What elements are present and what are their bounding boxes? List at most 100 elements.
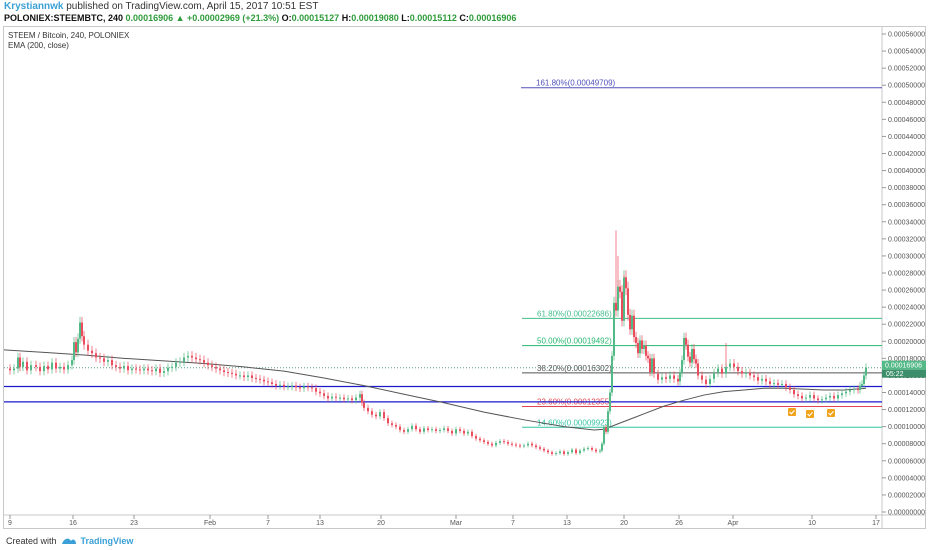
fib-level-label: 50.00%(0.00019492) [537, 337, 612, 346]
candle-body [761, 378, 763, 381]
candle-body [713, 372, 715, 379]
candle-body [67, 365, 69, 370]
countdown-tag-text: 05:22 [886, 371, 904, 378]
candle-body [17, 357, 19, 369]
candle-body [235, 373, 237, 376]
candle-body [689, 356, 691, 363]
y-tick-label: 0.00002000 [888, 492, 925, 499]
open-value: 0.00015127 [291, 13, 340, 23]
candle-body [219, 368, 221, 371]
candle-body [207, 362, 209, 366]
candle-body [773, 383, 775, 385]
candle-body [535, 445, 537, 448]
countdown-tag [882, 369, 926, 378]
candle-body [143, 368, 145, 371]
candle-body [183, 357, 185, 362]
candle-body [279, 384, 281, 386]
candle-body [825, 397, 827, 400]
ema-line [3, 349, 867, 431]
candle-body [315, 388, 317, 392]
candle-body [115, 365, 117, 367]
candle-body [443, 428, 445, 431]
y-tick-label: 0.00038000 [888, 185, 925, 192]
candle-body [323, 393, 325, 396]
candle-body [801, 395, 803, 399]
candle-body [631, 315, 633, 330]
candle-body [99, 357, 101, 359]
y-tick-label: 0.00032000 [888, 236, 925, 243]
candle-body [857, 389, 859, 391]
candle-body [139, 369, 141, 371]
candle-body [645, 345, 647, 356]
candle-body [191, 355, 193, 358]
candle-body [459, 429, 461, 431]
candle-body [423, 428, 425, 432]
candle-body [841, 393, 843, 396]
y-tick-label: 0.00028000 [888, 271, 925, 278]
candle-body [267, 381, 269, 383]
candle-body [359, 394, 361, 398]
ohlc-header: POLONIEX:STEEMBTC, 240 0.00016906 ▲ +0.0… [4, 13, 516, 23]
current-price-tag-text: 0.00016906 [885, 363, 922, 370]
candle-body [223, 370, 225, 373]
candle-body [647, 355, 649, 359]
candle-body [375, 414, 377, 417]
candle-body [749, 372, 751, 376]
published-text: published on TradingView.com, April 15, … [66, 1, 319, 12]
candle-body [563, 451, 565, 454]
candle-body [817, 398, 819, 401]
series-legend[interactable]: STEEM / Bitcoin, 240, POLONIEX [8, 31, 130, 40]
candle-body [693, 348, 695, 360]
candle-body [155, 368, 157, 372]
candle-body [685, 337, 687, 345]
candle-body [63, 366, 65, 370]
candle-body [725, 366, 727, 374]
current-price-tag [882, 360, 926, 370]
candle-body [391, 423, 393, 425]
x-tick-label: 7 [266, 520, 270, 527]
low-label: L: [401, 13, 410, 23]
candle-body [9, 368, 11, 371]
last-price: 0.00016906 [125, 13, 174, 23]
x-tick-label: 26 [675, 520, 683, 527]
candle-body [729, 363, 731, 367]
y-tick-label: 0.00048000 [888, 100, 925, 107]
candle-body [463, 430, 465, 434]
candle-body [22, 361, 24, 367]
candle-body [159, 368, 161, 373]
candle-body [601, 443, 603, 451]
candle-body [665, 377, 667, 379]
candle-body [295, 385, 297, 388]
candle-body [809, 395, 811, 398]
candle-body [127, 366, 129, 371]
candle-body [737, 366, 739, 372]
candle-body [339, 397, 341, 399]
marker-check-icon[interactable] [827, 409, 835, 417]
candle-body [171, 366, 173, 368]
close-value: 0.00016906 [468, 13, 517, 23]
candle-body [793, 389, 795, 395]
candle-body [627, 288, 629, 315]
marker-check-icon[interactable] [788, 408, 796, 416]
marker-check-icon[interactable] [806, 410, 814, 418]
candle-body [163, 371, 165, 373]
candle-body [199, 359, 201, 361]
candle-body [47, 366, 49, 370]
tradingview-link[interactable]: TradingView [80, 536, 134, 546]
candle-body [227, 372, 229, 374]
candle-body [551, 452, 553, 454]
candle-body [643, 345, 645, 349]
ema-legend[interactable]: EMA (200, close) [8, 41, 69, 50]
candle-body [499, 441, 501, 443]
candle-body [455, 429, 457, 434]
candle-body [107, 360, 109, 362]
candle-body [527, 443, 529, 446]
author-link[interactable]: Krystiannwk [4, 1, 64, 12]
price-change: ▲ +0.00002969 (+21.3%) [175, 13, 280, 23]
candle-body [431, 429, 433, 431]
candle-body [705, 379, 707, 384]
candle-body [451, 430, 453, 434]
y-tick-label: 0.00018000 [888, 356, 925, 363]
candle-body [797, 394, 799, 396]
